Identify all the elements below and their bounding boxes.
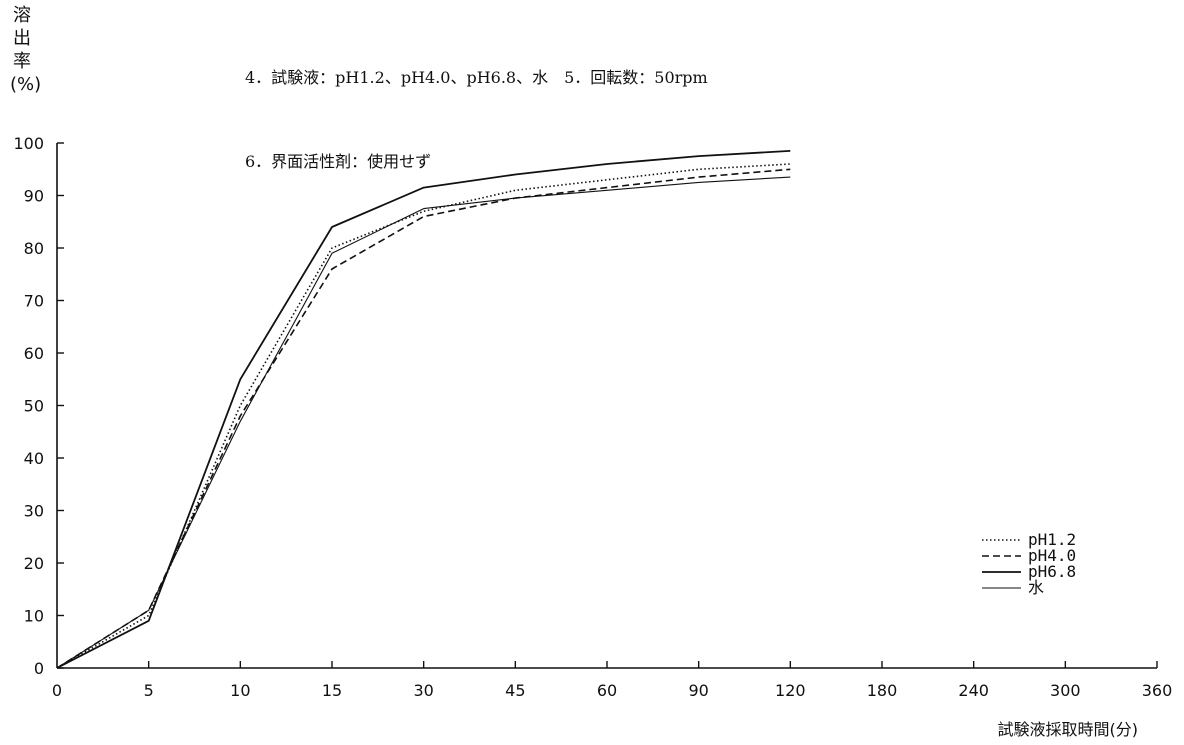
x-tick-label: 15 — [322, 681, 342, 700]
x-axis-label: 試験液採取時間(分) — [998, 720, 1139, 739]
x-tick-label: 10 — [230, 681, 250, 700]
y-axis-label-char-2: 出 — [13, 28, 31, 49]
series-lines — [56, 150, 791, 669]
y-tick-label: 50 — [24, 397, 44, 416]
legend-label: 水 — [1028, 578, 1044, 597]
chart-axes — [56, 143, 1157, 669]
x-tick-label: 0 — [52, 681, 62, 700]
x-tick-label: 120 — [775, 681, 806, 700]
x-axis-ticks: 0 5 10 15 30 45 60 90 120 180 240 300 360 — [52, 661, 1172, 700]
x-tick-label: 30 — [413, 681, 433, 700]
x-tick-label: 45 — [505, 681, 525, 700]
x-tick-label: 300 — [1050, 681, 1081, 700]
y-tick-label: 20 — [24, 554, 44, 573]
y-axis-label: 溶 出 率 (%) — [10, 4, 42, 96]
y-axis-label-char-1: 溶 — [13, 5, 31, 26]
y-tick-label: 80 — [24, 239, 44, 258]
y-tick-label: 10 — [24, 607, 44, 626]
y-tick-label: 40 — [24, 449, 44, 468]
x-tick-label: 360 — [1142, 681, 1173, 700]
y-tick-label: 30 — [24, 502, 44, 521]
y-tick-label: 60 — [24, 344, 44, 363]
legend-label: pH1.2 — [1028, 530, 1076, 549]
y-tick-label: 100 — [13, 134, 44, 153]
legend-label: pH4.0 — [1028, 546, 1076, 565]
y-tick-label: 90 — [24, 187, 44, 206]
x-tick-label: 60 — [597, 681, 617, 700]
series-line — [56, 176, 791, 669]
y-axis-label-char-3: 率 — [13, 51, 31, 72]
x-tick-label: 240 — [958, 681, 989, 700]
y-axis-label-char-4: (%) — [10, 74, 42, 95]
y-tick-label: 70 — [24, 292, 44, 311]
test-conditions: 4．試験液：pH1.2、pH4.0、pH6.8、水 5．回転数：50rpm 6．… — [245, 8, 708, 204]
legend-label: pH6.8 — [1028, 562, 1076, 581]
series-line — [56, 168, 791, 669]
x-tick-label: 180 — [867, 681, 898, 700]
series-line — [56, 150, 791, 669]
x-tick-label: 90 — [688, 681, 708, 700]
conditions-line-2: 6．界面活性剤：使用せず — [245, 152, 432, 171]
conditions-line-1: 4．試験液：pH1.2、pH4.0、pH6.8、水 5．回転数：50rpm — [245, 68, 708, 87]
x-tick-label: 5 — [144, 681, 154, 700]
y-tick-label: 0 — [34, 659, 44, 678]
y-axis-ticks: 0 10 20 30 40 50 60 70 80 90 100 — [13, 134, 64, 678]
series-line — [56, 163, 791, 669]
